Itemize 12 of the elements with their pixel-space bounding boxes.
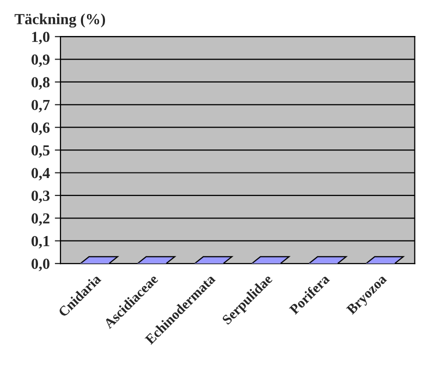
y-axis-title: Täckning (%) (14, 14, 106, 28)
y-tick-label: 0,5 (32, 145, 50, 158)
y-tick-label: 0,2 (32, 213, 50, 226)
y-tick-label: 0,9 (32, 54, 50, 67)
y-tick-label: 0,0 (32, 258, 50, 272)
y-tick-label: 0,8 (32, 77, 50, 90)
y-tick-label: 0,3 (32, 190, 50, 204)
y-tick-label: 0,1 (32, 236, 50, 248)
y-tick-label: 0,6 (32, 122, 50, 136)
y-tick-label: 1,0 (32, 32, 50, 44)
y-tick-label: 0,7 (32, 100, 50, 112)
y-tick-label: 0,4 (32, 168, 50, 180)
